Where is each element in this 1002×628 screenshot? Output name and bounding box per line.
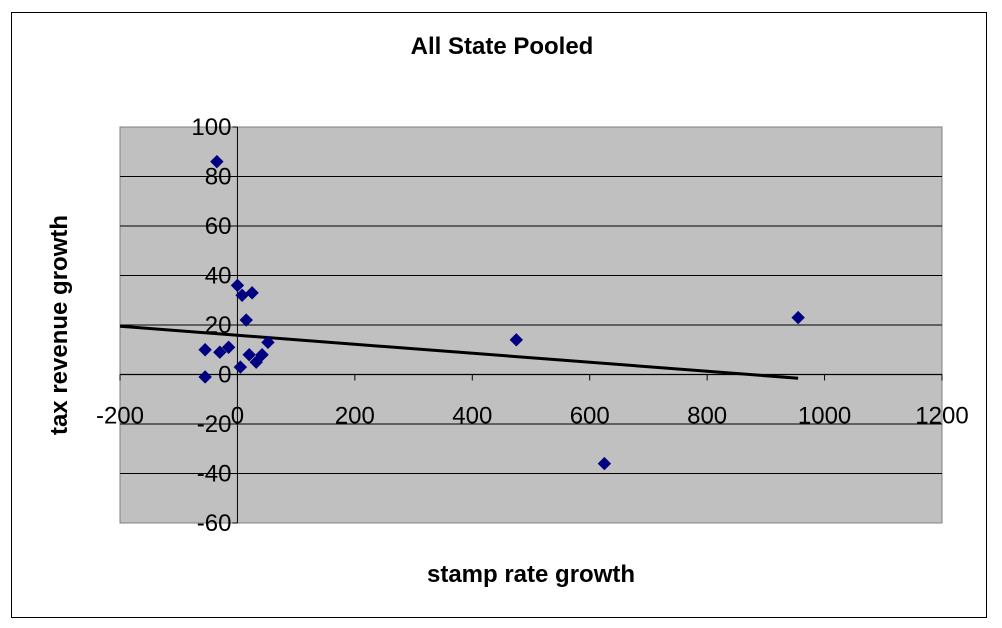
data-point bbox=[210, 154, 224, 169]
data-point bbox=[230, 278, 245, 293]
x-tick-label: 1200 bbox=[915, 403, 968, 430]
data-point bbox=[597, 456, 612, 471]
data-point bbox=[509, 333, 524, 347]
y-tick-label: -20 bbox=[197, 411, 232, 438]
y-tick-label: 100 bbox=[191, 114, 231, 141]
data-point bbox=[198, 370, 212, 384]
x-tick-label: 1000 bbox=[798, 403, 851, 430]
data-point bbox=[249, 355, 263, 369]
data-point bbox=[791, 310, 805, 325]
trendline bbox=[119, 324, 799, 380]
data-point bbox=[213, 345, 227, 359]
chart-title: All State Pooled bbox=[411, 33, 594, 60]
y-tick-label: 80 bbox=[205, 164, 232, 191]
x-tick-label: 0 bbox=[231, 403, 244, 430]
y-tick-label: 40 bbox=[205, 263, 232, 290]
data-point bbox=[198, 343, 212, 357]
data-points bbox=[198, 154, 805, 471]
y-axis-title: tax revenue growth bbox=[46, 215, 73, 435]
x-tick-label: 400 bbox=[452, 403, 492, 430]
data-point bbox=[261, 335, 275, 350]
data-point bbox=[242, 347, 256, 362]
x-tick-label: -200 bbox=[96, 403, 144, 430]
x-tick-label: 600 bbox=[570, 403, 610, 430]
data-point bbox=[221, 340, 236, 354]
data-point bbox=[239, 313, 253, 327]
data-point bbox=[255, 347, 269, 362]
trendline-group bbox=[119, 324, 799, 380]
y-tick-label: -40 bbox=[197, 461, 232, 488]
y-tick-label: 0 bbox=[218, 362, 231, 389]
x-tick-label: 200 bbox=[335, 403, 375, 430]
x-axis-title: stamp rate growth bbox=[427, 561, 635, 588]
y-tick-label: -60 bbox=[197, 510, 232, 537]
axes bbox=[119, 126, 943, 524]
y-tick-label: 60 bbox=[205, 213, 232, 240]
data-point bbox=[233, 360, 248, 374]
x-tick-label: 800 bbox=[687, 403, 727, 430]
data-point bbox=[245, 286, 259, 300]
x-tick-labels: -200 0 200 400 600 800 1000 1200 bbox=[96, 403, 969, 430]
